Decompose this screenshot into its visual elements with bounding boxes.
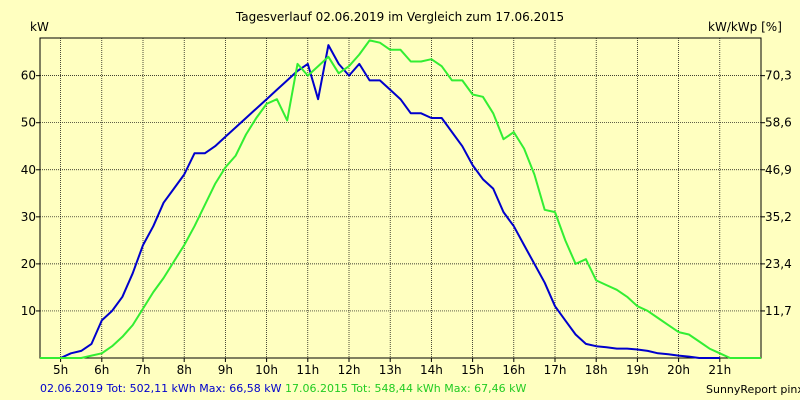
x-tick-label: 11h <box>296 363 319 377</box>
right-axis-unit: kW/kWp [%] <box>708 20 782 34</box>
y-tick-label-left: 50 <box>21 116 36 130</box>
credit-text: SunnyReport pinxit <box>706 383 800 396</box>
x-tick-label: 18h <box>585 363 608 377</box>
x-tick-label: 14h <box>420 363 443 377</box>
series-line-2015 <box>40 39 761 359</box>
x-tick-label: 15h <box>461 363 484 377</box>
y-tick-label-right: 70,3 <box>765 69 792 83</box>
y-tick-label-right: 23,4 <box>765 257 792 271</box>
chart-title: Tagesverlauf 02.06.2019 im Vergleich zum… <box>235 10 565 24</box>
chart-legend: 02.06.2019 Tot: 502,11 kWh Max: 66,58 kW… <box>40 382 526 395</box>
x-tick-label: 21h <box>708 363 731 377</box>
x-tick-label: 5h <box>53 363 68 377</box>
series-line-2019 <box>40 44 720 359</box>
y-tick-label-left: 30 <box>21 210 36 224</box>
y-tick-label-left: 40 <box>21 163 36 177</box>
plot-area <box>39 37 762 359</box>
y-tick-label-left: 60 <box>21 69 36 83</box>
y-tick-label-right: 46,9 <box>765 163 792 177</box>
legend-2015: 17.06.2015 Tot: 548,44 kWh Max: 67,46 kW <box>284 382 527 395</box>
legend-2019: 02.06.2019 Tot: 502,11 kWh Max: 66,58 kW <box>40 382 282 395</box>
x-tick-label: 6h <box>94 363 109 377</box>
x-tick-label: 13h <box>379 363 402 377</box>
x-tick-label: 7h <box>135 363 150 377</box>
x-tick-label: 8h <box>177 363 192 377</box>
y-tick-label-right: 11,7 <box>765 304 792 318</box>
y-tick-label-right: 35,2 <box>765 210 792 224</box>
x-tick-label: 19h <box>626 363 649 377</box>
x-tick-label: 16h <box>502 363 525 377</box>
x-tick-label: 20h <box>667 363 690 377</box>
x-tick-label: 17h <box>544 363 567 377</box>
x-tick-label: 9h <box>218 363 233 377</box>
x-tick-label: 10h <box>255 363 278 377</box>
y-tick-label-right: 58,6 <box>765 116 792 130</box>
y-tick-label-left: 20 <box>21 257 36 271</box>
x-tick-label: 12h <box>338 363 361 377</box>
y-tick-label-left: 10 <box>21 304 36 318</box>
left-axis-unit: kW <box>30 20 49 34</box>
